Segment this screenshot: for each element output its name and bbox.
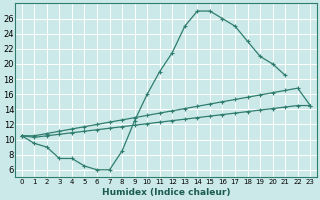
X-axis label: Humidex (Indice chaleur): Humidex (Indice chaleur) xyxy=(102,188,230,197)
